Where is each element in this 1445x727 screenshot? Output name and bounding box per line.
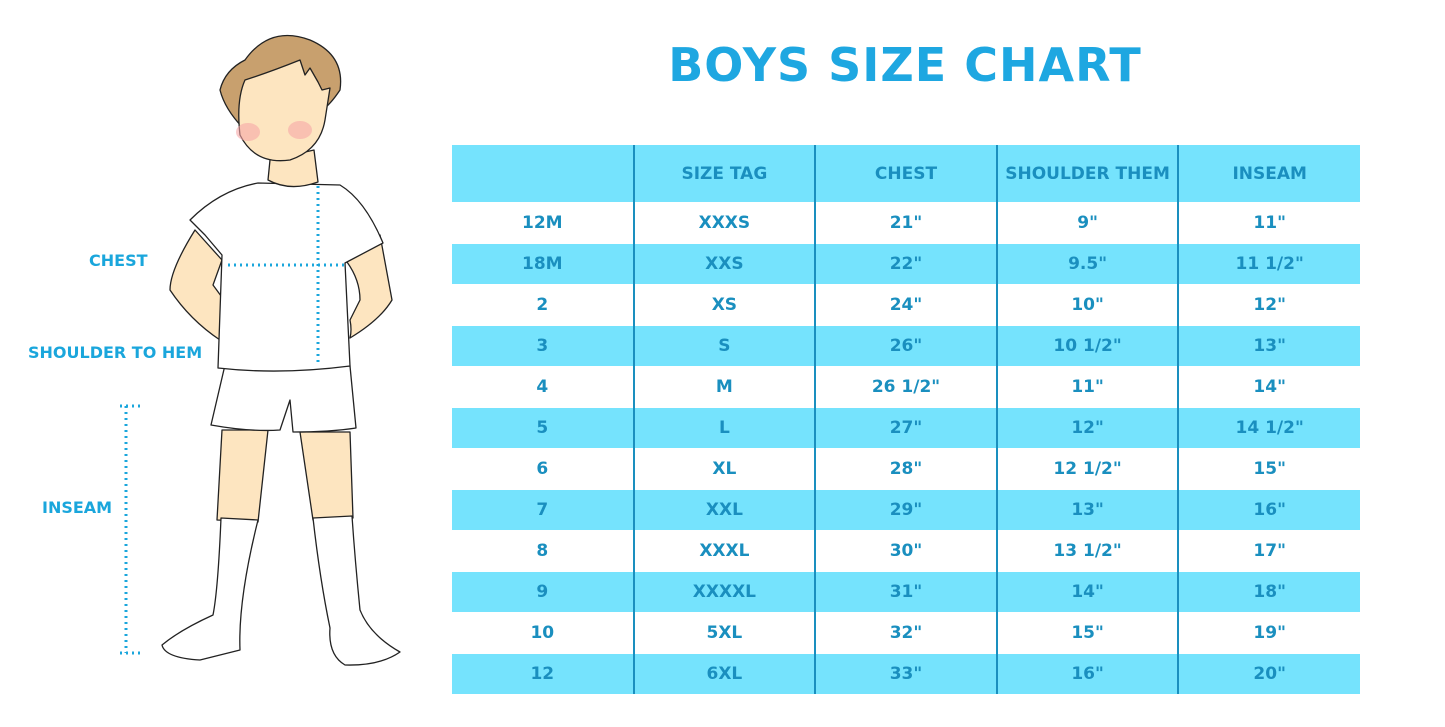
table-row: 7 XXL 29" 13" 16" [452, 489, 1360, 531]
cell-age: 10 [452, 612, 634, 654]
cell-size-tag: S [632, 325, 816, 367]
cell-chest: 29" [814, 489, 997, 531]
cell-size-tag: 6XL [632, 653, 816, 694]
inseam-label: INSEAM [42, 498, 113, 517]
cell-chest: 31" [814, 571, 997, 613]
cell-inseam: 15" [1177, 448, 1360, 490]
cell-size-tag: L [632, 407, 816, 449]
table-row: 3 S 26" 10 1/2" 13" [452, 325, 1360, 367]
cell-inseam: 13" [1177, 325, 1360, 367]
cell-inseam: 20" [1177, 653, 1360, 694]
cell-chest: 30" [814, 530, 997, 572]
cell-inseam: 18" [1177, 571, 1360, 613]
cell-chest: 26 1/2" [814, 366, 997, 408]
cell-inseam: 19" [1177, 612, 1360, 654]
header-inseam: INSEAM [1177, 145, 1360, 203]
cell-size-tag: XXXL [632, 530, 816, 572]
table-row: 2 XS 24" 10" 12" [452, 284, 1360, 326]
cell-age: 6 [452, 448, 634, 490]
cell-shoulder: 10" [995, 284, 1179, 326]
cell-size-tag: XL [632, 448, 816, 490]
cell-shoulder: 9" [995, 202, 1179, 244]
cell-shoulder: 9.5" [995, 243, 1179, 285]
table-row: 10 5XL 32" 15" 19" [452, 612, 1360, 654]
table-row: 12 6XL 33" 16" 20" [452, 653, 1360, 694]
cell-chest: 21" [814, 202, 997, 244]
table-row: 18M XXS 22" 9.5" 11 1/2" [452, 243, 1360, 285]
cell-age: 4 [452, 366, 634, 408]
cell-shoulder: 12 1/2" [995, 448, 1179, 490]
cell-age: 8 [452, 530, 634, 572]
cell-size-tag: 5XL [632, 612, 816, 654]
cell-shoulder: 10 1/2" [995, 325, 1179, 367]
cell-age: 5 [452, 407, 634, 449]
cell-inseam: 14 1/2" [1177, 407, 1360, 449]
cell-age: 3 [452, 325, 634, 367]
cell-shoulder: 16" [995, 653, 1179, 694]
header-age [452, 145, 634, 203]
cell-shoulder: 13" [995, 489, 1179, 531]
boy-illustration: CHEST SHOULDER TO HEM INSEAM [0, 0, 440, 723]
cell-inseam: 11" [1177, 202, 1360, 244]
cell-age: 9 [452, 571, 634, 613]
cell-shoulder: 15" [995, 612, 1179, 654]
cell-inseam: 11 1/2" [1177, 243, 1360, 285]
cell-chest: 27" [814, 407, 997, 449]
cell-shoulder: 11" [995, 366, 1179, 408]
header-size-tag: SIZE TAG [632, 145, 816, 203]
boy-figure-icon [120, 34, 401, 666]
chest-label: CHEST [89, 251, 148, 270]
cell-age: 7 [452, 489, 634, 531]
table-row: 8 XXXL 30" 13 1/2" 17" [452, 530, 1360, 572]
cell-size-tag: XS [632, 284, 816, 326]
cell-size-tag: XXXXL [632, 571, 816, 613]
cell-chest: 33" [814, 653, 997, 694]
table-row: 6 XL 28" 12 1/2" 15" [452, 448, 1360, 490]
table-row: 5 L 27" 12" 14 1/2" [452, 407, 1360, 449]
cell-size-tag: M [632, 366, 816, 408]
cell-inseam: 17" [1177, 530, 1360, 572]
table-row: 12M XXXS 21" 9" 11" [452, 202, 1360, 244]
cell-chest: 32" [814, 612, 997, 654]
cell-shoulder: 12" [995, 407, 1179, 449]
table-row: 4 M 26 1/2" 11" 14" [452, 366, 1360, 408]
table-row: 9 XXXXL 31" 14" 18" [452, 571, 1360, 613]
cell-size-tag: XXL [632, 489, 816, 531]
cell-age: 2 [452, 284, 634, 326]
cell-shoulder: 13 1/2" [995, 530, 1179, 572]
cell-shoulder: 14" [995, 571, 1179, 613]
cell-chest: 24" [814, 284, 997, 326]
table-header-row: SIZE TAG CHEST SHOULDER THEM INSEAM [452, 145, 1360, 203]
header-chest: CHEST [814, 145, 997, 203]
cell-inseam: 12" [1177, 284, 1360, 326]
cell-age: 18M [452, 243, 634, 285]
cell-chest: 26" [814, 325, 997, 367]
cell-chest: 22" [814, 243, 997, 285]
cell-size-tag: XXXS [632, 202, 816, 244]
header-shoulder: SHOULDER THEM [995, 145, 1179, 203]
cell-age: 12 [452, 653, 634, 694]
cell-age: 12M [452, 202, 634, 244]
cell-inseam: 14" [1177, 366, 1360, 408]
cell-size-tag: XXS [632, 243, 816, 285]
shoulder-to-hem-label: SHOULDER TO HEM [28, 343, 203, 362]
cell-inseam: 16" [1177, 489, 1360, 531]
page-title: BOYS SIZE CHART [668, 38, 1142, 92]
cell-chest: 28" [814, 448, 997, 490]
size-table: SIZE TAG CHEST SHOULDER THEM INSEAM 12M X… [452, 145, 1360, 694]
